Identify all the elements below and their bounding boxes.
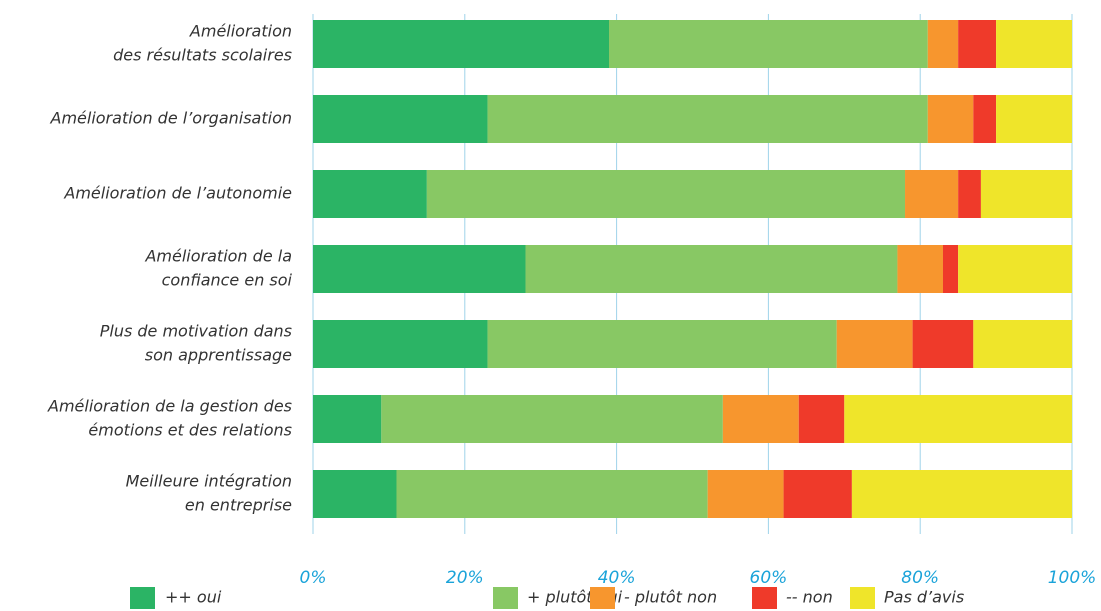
bar-segment xyxy=(313,470,397,518)
category-label: Plus de motivation dans xyxy=(100,322,292,341)
bar-segment xyxy=(958,20,997,68)
category-label: Amélioration de la xyxy=(144,247,292,266)
bar-segment xyxy=(912,320,974,368)
legend-swatch xyxy=(493,587,518,609)
bar-segment xyxy=(487,95,928,143)
bar-segment xyxy=(381,395,723,443)
legend-swatch xyxy=(130,587,155,609)
bar-segment xyxy=(973,95,997,143)
bar-segment xyxy=(525,245,898,293)
legend-swatch xyxy=(850,587,875,609)
bar-segment xyxy=(707,470,784,518)
bar-segment xyxy=(313,395,382,443)
bar-segment xyxy=(798,395,845,443)
category-label: Amélioration de l’autonomie xyxy=(63,184,292,203)
bar-segment xyxy=(958,170,981,218)
category-label: des résultats scolaires xyxy=(113,46,292,65)
x-tick-label: 40% xyxy=(598,568,636,588)
bar-segment xyxy=(844,395,1072,443)
bar-segment xyxy=(905,170,959,218)
bar-segment xyxy=(996,95,1072,143)
bar-segment xyxy=(783,470,852,518)
legend-label: ++ oui xyxy=(165,588,222,607)
bar-segment xyxy=(897,245,943,293)
bar-segment xyxy=(426,170,906,218)
bar-segment xyxy=(396,470,708,518)
bar-segment xyxy=(836,320,913,368)
legend-label: - plutôt non xyxy=(624,588,717,607)
category-label: Amélioration xyxy=(189,22,292,41)
x-tick-label: 80% xyxy=(901,568,939,588)
bar-segment xyxy=(927,95,974,143)
bar-segment xyxy=(973,320,1072,368)
legend-label: -- non xyxy=(786,588,833,607)
x-tick-label: 20% xyxy=(446,568,484,588)
bar-segment xyxy=(851,470,1072,518)
category-label: confiance en soi xyxy=(162,271,293,290)
bar-segment xyxy=(980,170,1072,218)
bar-segment xyxy=(609,20,928,68)
category-label: Amélioration de la gestion des xyxy=(47,397,292,416)
legend-swatch xyxy=(752,587,777,609)
category-label: en entreprise xyxy=(185,496,292,515)
category-label: son apprentissage xyxy=(145,346,292,365)
category-label: émotions et des relations xyxy=(88,421,292,440)
legend-swatch xyxy=(590,587,615,609)
category-label: Amélioration de l’organisation xyxy=(50,109,293,128)
bar-segment xyxy=(313,20,610,68)
bar-segment xyxy=(722,395,799,443)
bar-segment xyxy=(487,320,837,368)
category-label: Meilleure intégration xyxy=(126,472,292,491)
bar-segment xyxy=(958,245,1072,293)
legend-label: Pas d’avis xyxy=(884,588,964,607)
x-tick-label: 100% xyxy=(1048,568,1097,588)
bar-segment xyxy=(313,170,427,218)
bar-segment xyxy=(927,20,959,68)
bar-segment xyxy=(313,95,488,143)
x-tick-label: 0% xyxy=(300,568,327,588)
x-tick-label: 60% xyxy=(750,568,788,588)
bar-segment xyxy=(942,245,959,293)
bar-segment xyxy=(313,245,526,293)
bar-segment xyxy=(313,320,488,368)
bar-segment xyxy=(996,20,1072,68)
